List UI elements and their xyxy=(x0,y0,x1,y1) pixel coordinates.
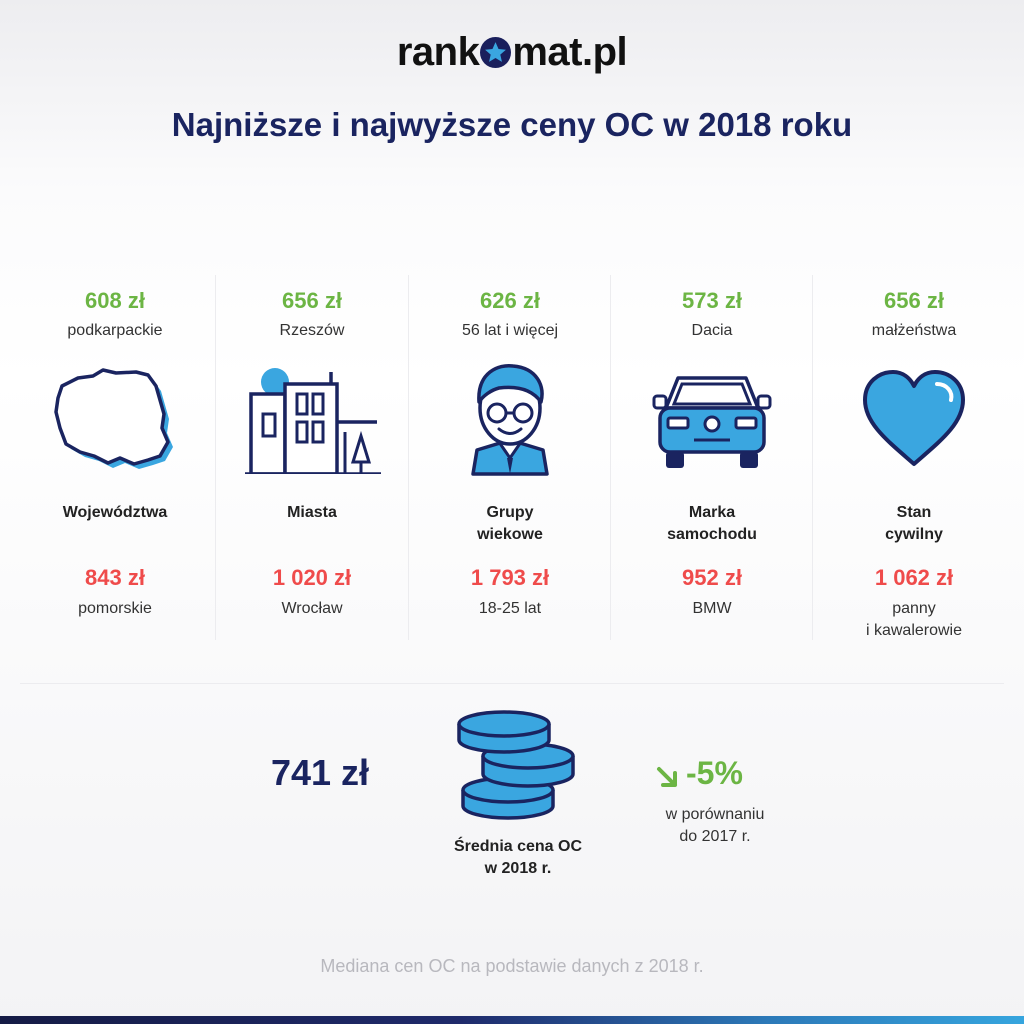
city-buildings-icon xyxy=(245,364,381,476)
category-column-car-brand: 573 zł Dacia Marka samochodu 952 zł BMW xyxy=(612,280,812,640)
lowest-price-label: Rzeszów xyxy=(279,322,345,339)
lowest-price: 656 zł xyxy=(884,288,944,313)
column-divider xyxy=(812,275,813,640)
price-change-value: -5% xyxy=(686,755,743,791)
highest-price: 843 zł xyxy=(85,565,145,590)
page-title: Najniższe i najwyższe ceny OC w 2018 rok… xyxy=(171,106,853,143)
column-divider xyxy=(408,275,409,640)
section-divider xyxy=(20,683,1004,684)
footnote: Mediana cen OC na podstawie danych z 201… xyxy=(320,956,704,976)
highest-price-label: panny i kawalerowie xyxy=(865,600,963,639)
category-title: Grupy wiekowe xyxy=(477,504,543,543)
poland-map-icon xyxy=(54,364,173,474)
coins-stack-icon xyxy=(455,710,580,830)
highest-price: 1 793 zł xyxy=(470,565,550,590)
category-column-age-groups: 626 zł 56 lat i więcej Grupy wiekowe 1 7… xyxy=(410,280,610,640)
highest-price: 1 020 zł xyxy=(272,565,352,590)
highest-price: 952 zł xyxy=(682,565,742,590)
lowest-price: 656 zł xyxy=(282,288,342,313)
heart-icon xyxy=(859,364,969,474)
column-divider xyxy=(215,275,216,640)
logo-text-prefix: rank xyxy=(396,30,480,74)
category-column-cities: 656 zł Rzeszów Miasta 1 020 zł Wrocław xyxy=(212,280,412,640)
arrow-down-right-icon xyxy=(655,765,681,796)
category-title: Stan cywilny xyxy=(885,504,943,543)
rankomat-logo: rank mat.pl xyxy=(0,30,1024,75)
price-change-label: w porównaniu do 2017 r. xyxy=(665,806,765,845)
lowest-price-label: 56 lat i więcej xyxy=(461,322,559,339)
lowest-price-label: małżeństwa xyxy=(871,322,957,339)
man-glasses-icon xyxy=(455,363,565,476)
highest-price-label: 18-25 lat xyxy=(478,600,542,617)
category-title: Miasta xyxy=(287,504,337,521)
lowest-price: 573 zł xyxy=(682,288,742,313)
lowest-price: 626 zł xyxy=(480,288,540,313)
logo-text-suffix: mat.pl xyxy=(512,30,628,74)
category-column-marital-status: 656 zł małżeństwa Stan cywilny 1 062 zł … xyxy=(814,280,1014,640)
category-title: Marka samochodu xyxy=(667,504,757,543)
lowest-price: 608 zł xyxy=(85,288,145,313)
average-price-value: 741 zł xyxy=(270,752,370,793)
highest-price-label: Wrocław xyxy=(281,600,343,617)
bottom-gradient-bar xyxy=(0,1016,1024,1024)
column-divider xyxy=(610,275,611,640)
average-price-label: Średnia cena OC w 2018 r. xyxy=(453,838,583,877)
lowest-price-label: podkarpackie xyxy=(67,322,163,339)
car-front-icon xyxy=(652,364,772,474)
highest-price-label: pomorskie xyxy=(78,600,152,617)
highest-price-label: BMW xyxy=(692,600,732,617)
star-icon xyxy=(480,37,512,68)
category-column-voivodeships: 608 zł podkarpackie Województwa 843 zł p… xyxy=(15,280,215,640)
highest-price: 1 062 zł xyxy=(874,565,954,590)
category-title: Województwa xyxy=(62,504,168,521)
lowest-price-label: Dacia xyxy=(691,322,733,339)
